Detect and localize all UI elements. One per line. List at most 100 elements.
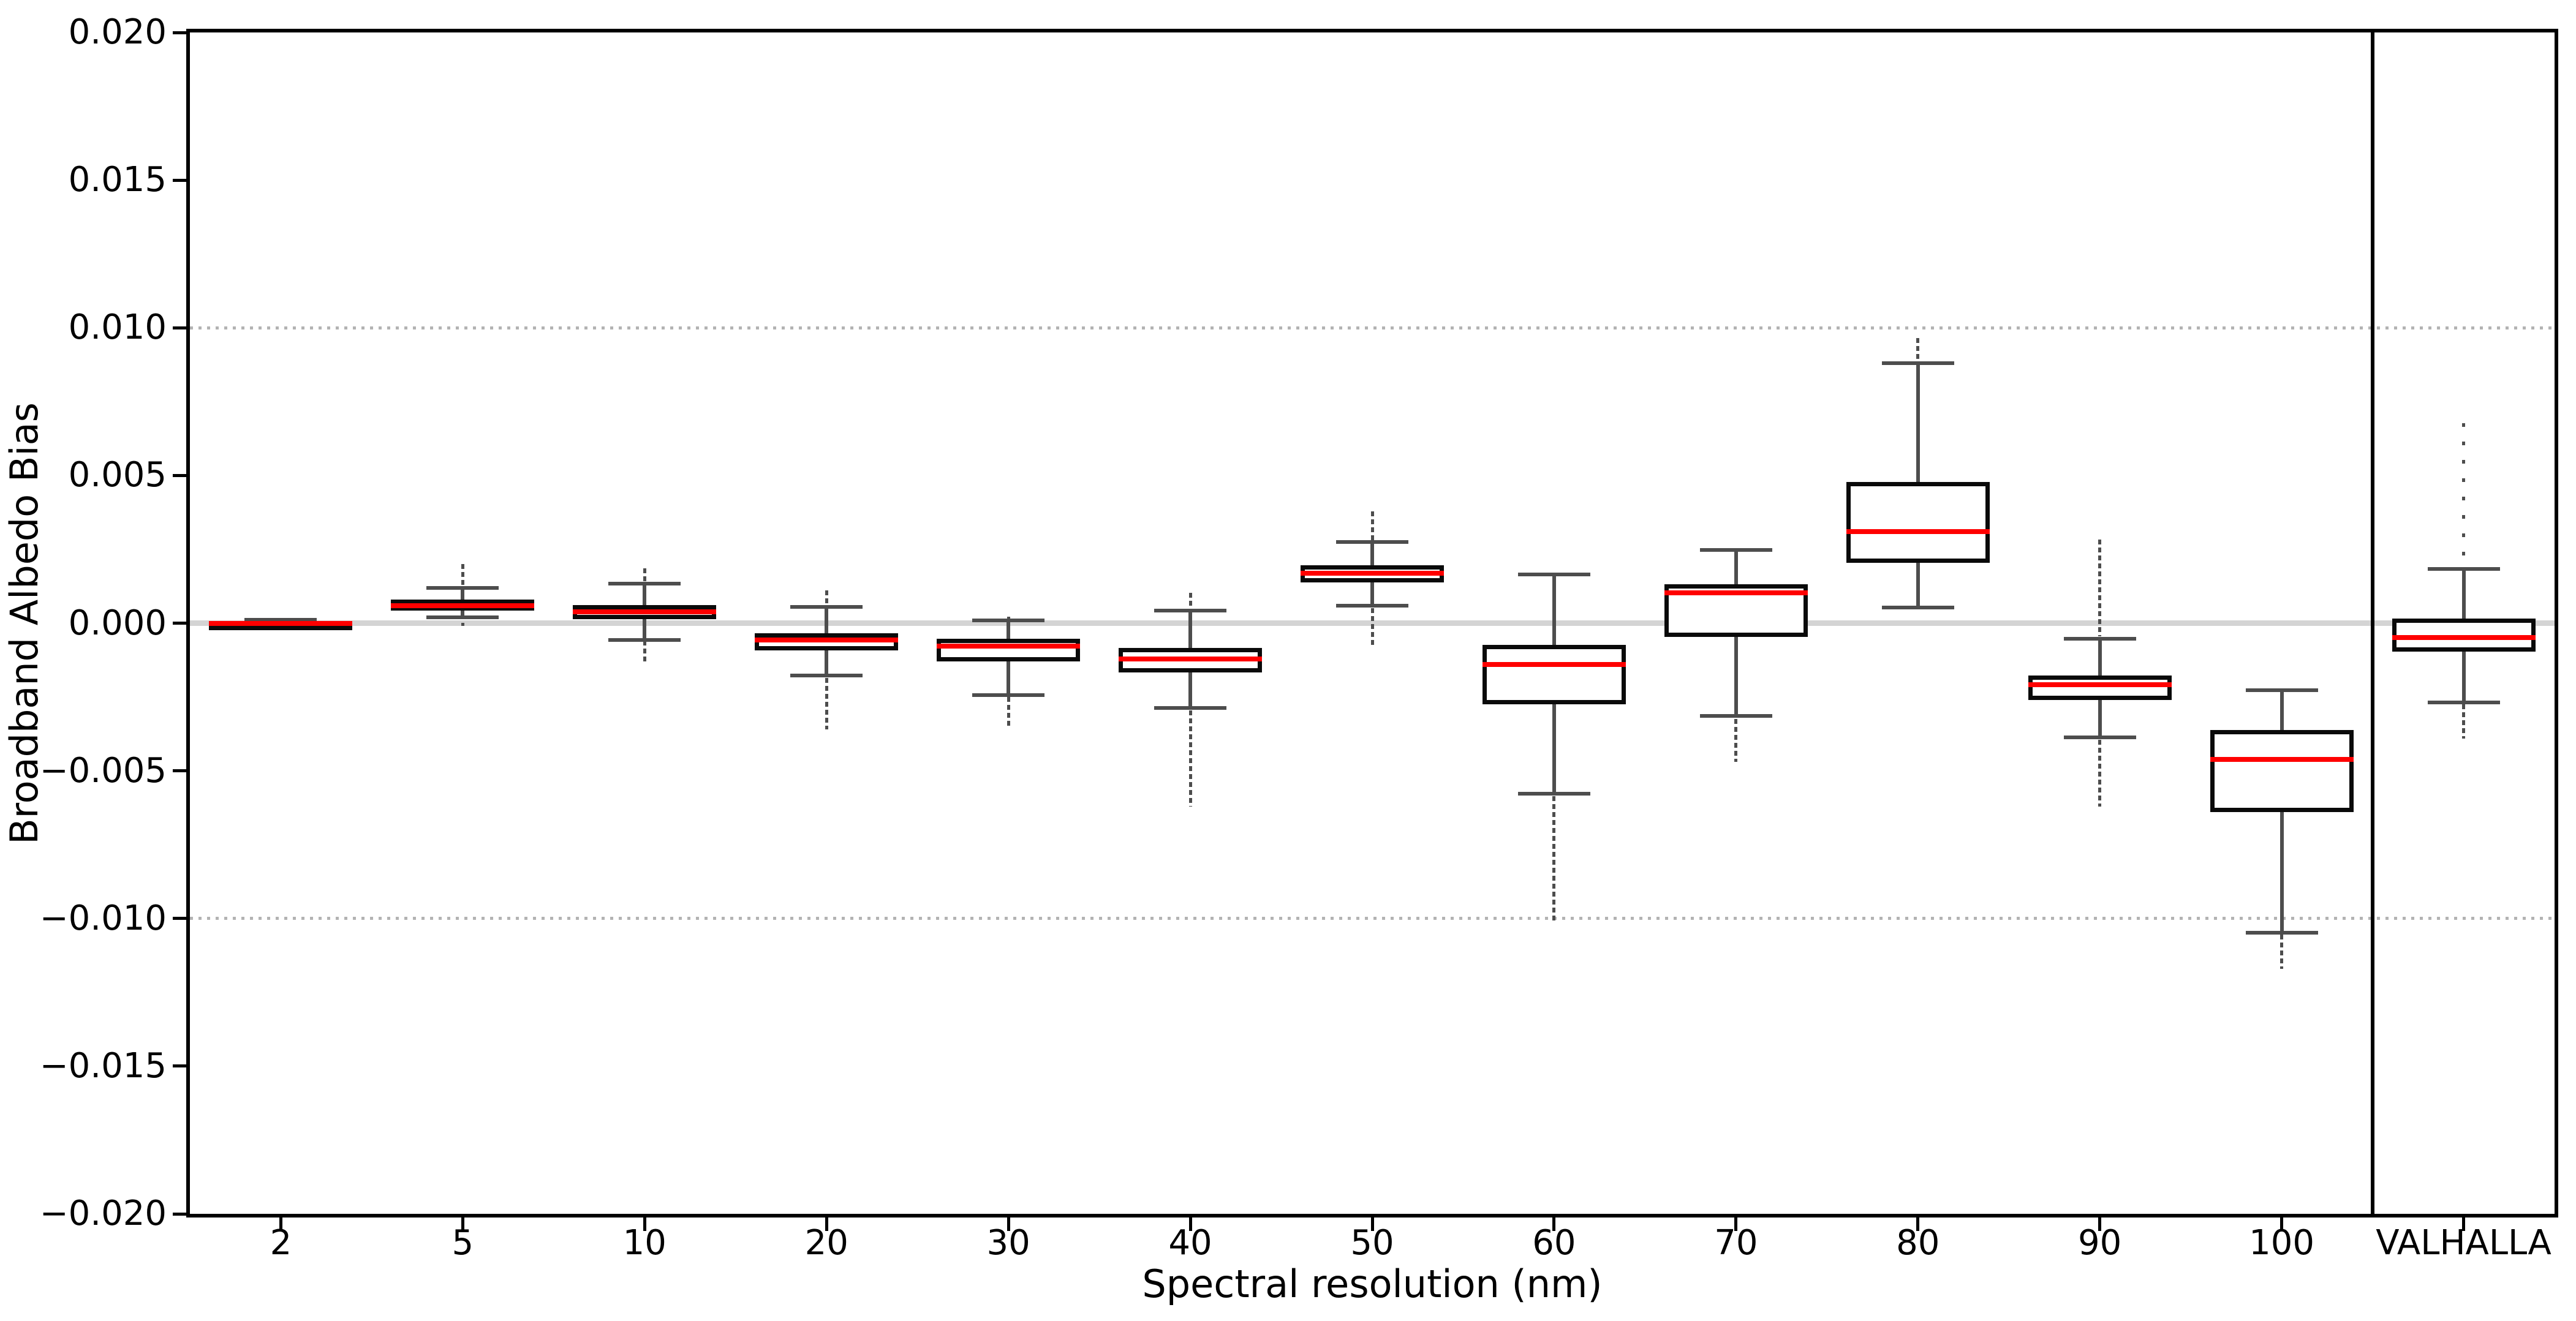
whisker-lower-stem xyxy=(1916,563,1920,608)
x-tick-label: 100 xyxy=(2249,1223,2315,1263)
whisker-lower-stem xyxy=(461,610,465,617)
fliers-below xyxy=(1552,796,1556,922)
median-line xyxy=(2210,756,2354,762)
median-line xyxy=(1119,657,1263,662)
whisker-lower-cap xyxy=(1336,603,1408,608)
fliers-below xyxy=(461,622,464,627)
whisker-lower-cap xyxy=(1881,606,1954,610)
whisker-lower-cap xyxy=(2245,930,2318,935)
y-tick-mark xyxy=(173,769,190,773)
fliers-above xyxy=(643,568,646,582)
whisker-upper-stem xyxy=(1370,541,1374,566)
fliers-below xyxy=(2462,704,2466,739)
whisker-lower-stem xyxy=(1370,582,1374,606)
x-tick-label: 60 xyxy=(1532,1223,1576,1263)
whisker-upper-cap xyxy=(2427,567,2500,571)
whisker-lower-cap xyxy=(2063,735,2136,739)
y-tick-label: 0.010 xyxy=(68,307,167,348)
whisker-upper-cap xyxy=(790,605,863,609)
whisker-upper-stem xyxy=(1734,550,1738,584)
x-axis-label: Spectral resolution (nm) xyxy=(1142,1262,1603,1306)
x-tick-mark xyxy=(643,1214,646,1231)
fliers-above xyxy=(1188,592,1192,609)
x-tick-mark xyxy=(461,1214,464,1231)
whisker-lower-stem xyxy=(1007,661,1011,695)
median-line xyxy=(2392,634,2536,640)
fliers-above xyxy=(825,590,828,606)
whisker-lower-stem xyxy=(2098,699,2102,737)
whisker-upper-cap xyxy=(244,617,317,622)
y-tick-mark xyxy=(173,178,190,182)
x-tick-label: 70 xyxy=(1714,1223,1758,1263)
whisker-upper-stem xyxy=(1188,611,1193,648)
whisker-upper-stem xyxy=(2279,690,2284,730)
x-tick-mark xyxy=(1007,1214,1010,1231)
x-tick-label: 40 xyxy=(1168,1223,1212,1263)
y-tick-mark xyxy=(173,31,190,34)
whisker-upper-cap xyxy=(608,581,681,585)
x-tick-label: 20 xyxy=(804,1223,848,1263)
whisker-upper-cap xyxy=(2245,688,2318,693)
y-tick-label: 0.015 xyxy=(68,160,167,200)
y-tick-mark xyxy=(173,1064,190,1068)
y-tick-mark xyxy=(173,917,190,920)
dotted-gridline xyxy=(190,917,2555,920)
median-line xyxy=(1846,529,1990,534)
box-iqr xyxy=(1846,482,1990,563)
fliers-above xyxy=(1916,338,1920,362)
whisker-lower-cap xyxy=(1517,791,1590,796)
whisker-upper-stem xyxy=(1007,620,1011,639)
fliers-above xyxy=(461,564,464,585)
x-tick-label: 30 xyxy=(986,1223,1030,1263)
whisker-upper-cap xyxy=(1154,609,1227,613)
median-line xyxy=(391,603,535,608)
median-line xyxy=(2028,682,2172,687)
valhalla-separator-line xyxy=(2371,32,2375,1214)
whisker-lower-stem xyxy=(2461,651,2466,702)
median-line xyxy=(1301,570,1444,576)
fliers-below xyxy=(643,641,646,662)
y-tick-label: −0.015 xyxy=(39,1045,167,1086)
box-iqr xyxy=(2028,675,2172,700)
x-tick-mark xyxy=(2280,1214,2284,1231)
fliers-below xyxy=(1370,608,1374,647)
fliers-below xyxy=(2280,935,2284,969)
x-tick-mark xyxy=(2462,1214,2466,1231)
median-line xyxy=(937,644,1081,649)
whisker-lower-stem xyxy=(643,619,647,640)
x-tick-mark xyxy=(1734,1214,1738,1231)
x-tick-label: 80 xyxy=(1896,1223,1940,1263)
whisker-upper-cap xyxy=(1517,573,1590,577)
whisker-upper-stem xyxy=(2461,569,2466,619)
fliers-above xyxy=(1370,511,1374,541)
y-tick-mark xyxy=(173,1212,190,1216)
box-iqr xyxy=(937,638,1081,662)
y-tick-label: 0.000 xyxy=(68,603,167,643)
whisker-upper-cap xyxy=(972,618,1045,622)
x-tick-label: 50 xyxy=(1350,1223,1394,1263)
x-tick-mark xyxy=(825,1214,828,1231)
y-tick-label: −0.010 xyxy=(39,898,167,938)
whisker-lower-stem xyxy=(1188,672,1193,709)
fliers-above xyxy=(2462,423,2466,567)
fliers-below xyxy=(1007,697,1010,727)
whisker-lower-cap xyxy=(1699,713,1772,718)
fliers-below xyxy=(1188,710,1192,807)
y-tick-label: −0.020 xyxy=(39,1194,167,1233)
x-tick-mark xyxy=(1916,1214,1920,1231)
dotted-gridline xyxy=(190,326,2555,329)
y-tick-label: 0.020 xyxy=(68,12,167,52)
whisker-lower-stem xyxy=(825,650,829,676)
whisker-upper-cap xyxy=(2063,636,2136,641)
median-line xyxy=(1664,590,1808,596)
whisker-lower-cap xyxy=(426,615,499,619)
whisker-upper-stem xyxy=(643,583,647,605)
y-tick-label: 0.005 xyxy=(68,455,167,495)
whisker-upper-stem xyxy=(1552,574,1556,645)
fliers-below xyxy=(825,677,828,730)
x-tick-mark xyxy=(1370,1214,1374,1231)
whisker-lower-cap xyxy=(2427,700,2500,704)
median-line xyxy=(209,620,353,626)
